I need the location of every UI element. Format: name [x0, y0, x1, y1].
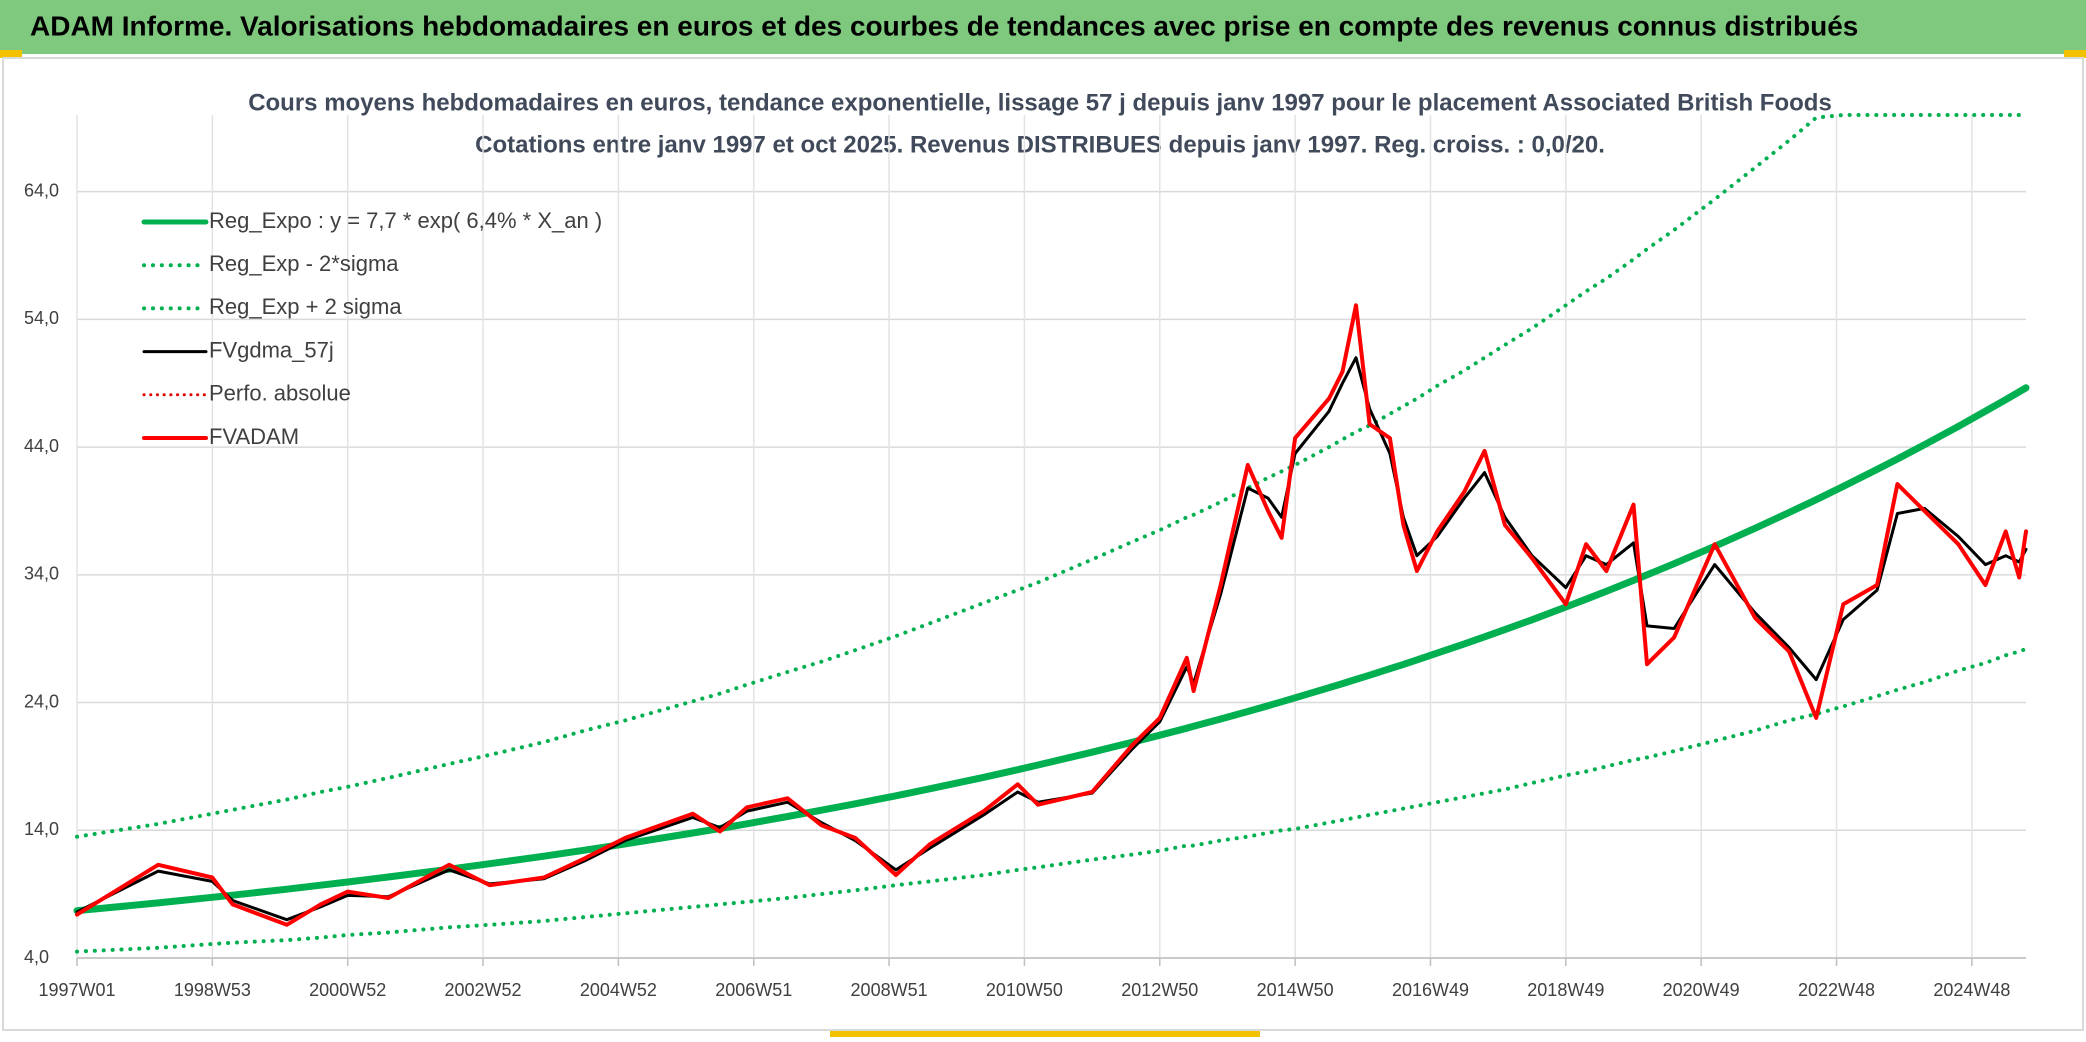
series-line: [75, 113, 2028, 839]
corner-mark: [0, 50, 22, 58]
x-tick-label: 2020W49: [1663, 980, 1740, 1000]
x-tick-label: 2000W52: [309, 980, 386, 1000]
chart-title: Cours moyens hebdomadaires en euros, ten…: [248, 89, 1832, 116]
x-tick-label: 2006W51: [715, 980, 792, 1000]
x-tick-label: 2004W52: [580, 980, 657, 1000]
x-tick-label: 1997W01: [38, 980, 115, 1000]
x-tick-label: 2022W48: [1798, 980, 1875, 1000]
x-tick-label: 2016W49: [1392, 980, 1469, 1000]
grid: 4,0 14,0 24,0 34,0 44,0 54,0 64,0 1997W01 1998W5…: [24, 115, 2026, 1000]
corner-mark: [2064, 50, 2086, 58]
legend: Reg_Expo : y = 7,7 * exp( 6,4% * X_an ) R…: [141, 208, 602, 449]
x-tick-label: 2010W50: [986, 980, 1063, 1000]
header-bar: [0, 0, 2086, 54]
header-title: ADAM Informe. Valorisations hebdomadaire…: [30, 10, 1858, 41]
chart-frame: [2, 57, 2084, 1031]
x-tick-label: 2012W50: [1121, 980, 1198, 1000]
plot-lines: [73, 113, 2030, 954]
x-tick-label: 2008W51: [851, 980, 928, 1000]
y-tick-label: 54,0: [24, 308, 59, 328]
x-tick-label: 2018W49: [1527, 980, 1604, 1000]
chart-subtitle: Cotations entre janv 1997 et oct 2025. R…: [475, 131, 1605, 158]
y-tick-label: 34,0: [24, 564, 59, 584]
legend-label: Reg_Exp + 2 sigma: [209, 294, 402, 319]
x-tick-label: 2024W48: [1933, 980, 2010, 1000]
series-line: [73, 384, 2030, 915]
series-line: [75, 646, 2028, 954]
x-tick-label: 2014W50: [1257, 980, 1334, 1000]
legend-label: Reg_Expo : y = 7,7 * exp( 6,4% * X_an ): [209, 208, 602, 233]
y-tick-label: 4,0: [24, 947, 49, 967]
y-tick-label: 44,0: [24, 436, 59, 456]
x-tick-label: 1998W53: [174, 980, 251, 1000]
y-tick-label: 64,0: [24, 180, 59, 200]
x-tick-label: 2002W52: [445, 980, 522, 1000]
bottom-mark: [830, 1031, 1260, 1037]
series-line: [75, 303, 2028, 927]
y-tick-label: 14,0: [24, 819, 59, 839]
legend-label: FVgdma_57j: [209, 337, 334, 362]
legend-label: FVADAM: [209, 424, 299, 449]
legend-label: Perfo. absolue: [209, 381, 351, 406]
legend-label: Reg_Exp - 2*sigma: [209, 251, 399, 276]
y-tick-label: 24,0: [24, 691, 59, 711]
